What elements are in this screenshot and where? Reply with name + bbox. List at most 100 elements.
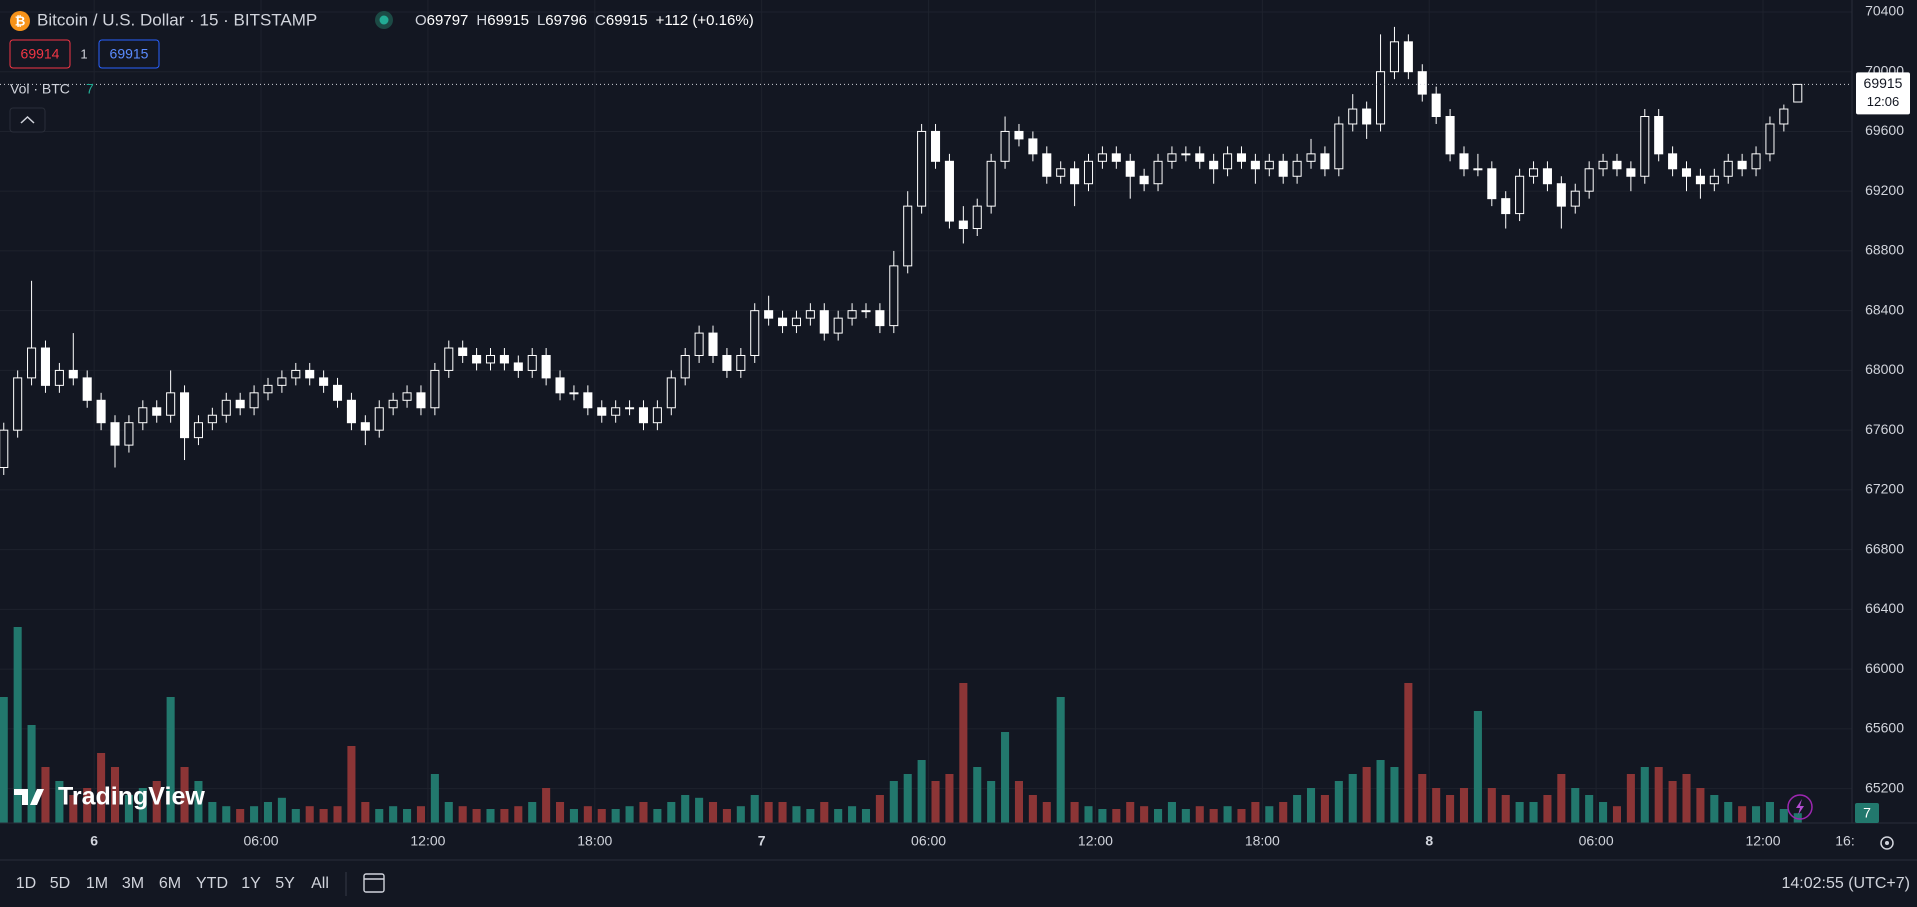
range-button[interactable]: 5Y [275, 875, 295, 892]
x-tick-label: 18:00 [577, 833, 612, 849]
volume-bar [1265, 806, 1274, 823]
candle-body [1431, 93, 1441, 118]
candle-body [152, 407, 162, 416]
alert-icon[interactable] [1787, 794, 1813, 820]
axes: 65200 65600 66000 66400 66800 67200 67600 68000… [0, 3, 1910, 849]
candle-body [1640, 116, 1650, 177]
ohlc-value: 69796 [545, 12, 587, 29]
candle-body [666, 377, 676, 409]
volume-bar [917, 760, 926, 823]
candle-body [110, 422, 120, 446]
volume-bar [708, 802, 718, 823]
volume-bar [1306, 788, 1316, 823]
candle-body [1320, 153, 1330, 170]
ohlc-value: 69915 [606, 12, 648, 29]
volume-bar [333, 806, 342, 823]
volume-bar [1320, 795, 1329, 823]
volume-bar [945, 774, 954, 823]
candle-body [138, 407, 148, 424]
candle-body [319, 377, 329, 386]
volume-last-box [1855, 803, 1879, 823]
candle-body [917, 130, 927, 207]
symbol-title[interactable]: Bitcoin / U.S. Dollar · 15 · BITSTAMP [37, 10, 317, 29]
volume-bar [250, 806, 259, 823]
candle-body [1598, 160, 1608, 170]
candle-body [416, 392, 426, 409]
candle-body [944, 160, 954, 222]
volume-bar [1557, 774, 1566, 823]
candle-body [1111, 153, 1121, 162]
candle-body [1250, 160, 1260, 170]
range-button[interactable]: 1Y [241, 875, 261, 892]
market-status-dot [379, 15, 389, 25]
volume-bar [430, 774, 439, 823]
y-tick-label: 67600 [1865, 421, 1904, 437]
clock[interactable]: 14:02:55 (UTC+7) [1781, 875, 1910, 892]
volume-bar [1195, 806, 1204, 823]
candle-body [1473, 168, 1483, 171]
range-button[interactable]: All [311, 875, 329, 892]
candle-body [1528, 168, 1539, 177]
candle-body [1042, 153, 1052, 177]
volume-bar [1362, 767, 1371, 823]
volume-bar [1376, 760, 1385, 823]
volume-bar [458, 806, 467, 823]
volume-bar [110, 767, 120, 823]
range-button[interactable]: 5D [50, 875, 70, 892]
range-button[interactable]: 1D [16, 875, 36, 892]
range-button[interactable]: 1M [86, 875, 108, 892]
sell-button[interactable] [9, 39, 71, 69]
logo-text[interactable]: TradingView [58, 783, 205, 811]
last-price-box [1856, 72, 1910, 115]
candle-body [1765, 123, 1775, 155]
date-range-button[interactable] [363, 873, 385, 893]
candle-body [374, 407, 384, 431]
candle-body [27, 347, 37, 379]
candle-body [1376, 71, 1386, 125]
candle-body [1167, 153, 1177, 162]
range-button[interactable]: YTD [196, 875, 228, 892]
y-tick-label: 70400 [1865, 3, 1904, 19]
volume-bar [1668, 781, 1677, 823]
volume-bar [138, 788, 147, 823]
grid [0, 0, 1852, 823]
volume-bar [1181, 809, 1190, 823]
candle-layer [0, 26, 1803, 475]
volume-bar [639, 802, 648, 823]
settings-dot [1885, 841, 1889, 845]
candle-body [1668, 153, 1678, 170]
candle-body [1292, 160, 1302, 177]
candle-body [1153, 160, 1163, 185]
candle-body [1083, 160, 1094, 185]
collapse-button[interactable] [9, 107, 46, 133]
candle-body [332, 384, 343, 401]
volume-bar [27, 725, 36, 823]
volume-bar [194, 781, 203, 823]
settings-icon[interactable] [1880, 836, 1894, 850]
x-tick-label: 06:00 [244, 833, 279, 849]
candle-body [750, 310, 760, 356]
volume-bar [1752, 806, 1761, 823]
range-button[interactable]: 6M [159, 875, 181, 892]
volume-bar [973, 767, 982, 823]
volume-bar [291, 809, 300, 823]
x-tick-label: 7 [758, 833, 766, 849]
volume-bar [1459, 788, 1469, 823]
alert-glyph [1796, 799, 1804, 815]
volume-bar [736, 806, 745, 823]
candle-body [847, 310, 857, 319]
volume-bar [1765, 802, 1774, 823]
candle-body [791, 317, 801, 327]
candle-body [124, 422, 134, 446]
candle-body [889, 265, 899, 327]
volume-bar [1585, 795, 1594, 823]
volume-bar [1390, 767, 1399, 823]
volume-bar [611, 809, 620, 823]
candle-body [972, 205, 982, 230]
volume-bar [124, 795, 133, 823]
range-button[interactable]: 3M [122, 875, 144, 892]
candle-body [180, 392, 190, 439]
volume-bar [13, 627, 22, 823]
candle-body [346, 399, 356, 424]
buy-button[interactable] [98, 39, 160, 69]
